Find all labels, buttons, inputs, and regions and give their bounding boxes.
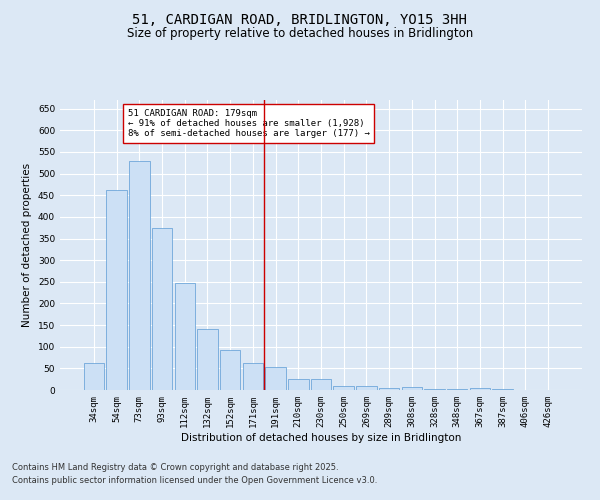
Bar xyxy=(379,388,400,390)
Bar xyxy=(424,388,445,390)
Bar xyxy=(334,386,354,390)
Text: Contains HM Land Registry data © Crown copyright and database right 2025.: Contains HM Land Registry data © Crown c… xyxy=(12,462,338,471)
Text: Size of property relative to detached houses in Bridlington: Size of property relative to detached ho… xyxy=(127,28,473,40)
Bar xyxy=(84,363,104,390)
Bar xyxy=(356,386,377,390)
Bar xyxy=(288,379,308,390)
Bar xyxy=(470,388,490,390)
Bar xyxy=(197,329,218,390)
Bar xyxy=(401,386,422,390)
Bar xyxy=(106,190,127,390)
Bar xyxy=(152,228,172,390)
Bar xyxy=(447,389,467,390)
Bar xyxy=(493,388,513,390)
Text: Contains public sector information licensed under the Open Government Licence v3: Contains public sector information licen… xyxy=(12,476,377,485)
Text: 51 CARDIGAN ROAD: 179sqm
← 91% of detached houses are smaller (1,928)
8% of semi: 51 CARDIGAN ROAD: 179sqm ← 91% of detach… xyxy=(128,108,370,138)
Bar xyxy=(311,379,331,390)
Text: 51, CARDIGAN ROAD, BRIDLINGTON, YO15 3HH: 51, CARDIGAN ROAD, BRIDLINGTON, YO15 3HH xyxy=(133,12,467,26)
Bar xyxy=(265,367,286,390)
Bar xyxy=(175,282,195,390)
Bar xyxy=(220,350,241,390)
X-axis label: Distribution of detached houses by size in Bridlington: Distribution of detached houses by size … xyxy=(181,432,461,442)
Bar xyxy=(129,162,149,390)
Y-axis label: Number of detached properties: Number of detached properties xyxy=(22,163,32,327)
Bar xyxy=(242,362,263,390)
